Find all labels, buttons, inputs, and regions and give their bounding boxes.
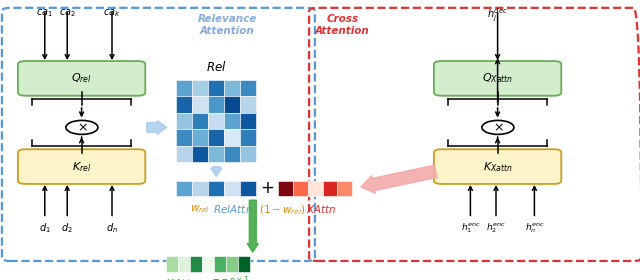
Bar <box>224 181 240 196</box>
FancyArrowPatch shape <box>147 120 167 134</box>
Text: $Q_{rel}$: $Q_{rel}$ <box>71 71 92 85</box>
Bar <box>208 96 224 113</box>
Bar <box>237 256 250 272</box>
Bar <box>240 129 256 146</box>
Text: +: + <box>260 179 274 197</box>
Circle shape <box>482 120 514 134</box>
Bar <box>240 113 256 129</box>
Bar <box>208 181 224 196</box>
FancyArrowPatch shape <box>361 165 437 193</box>
Bar <box>192 113 208 129</box>
Bar <box>208 146 224 162</box>
Text: $d_n$: $d_n$ <box>106 221 118 235</box>
Bar <box>224 146 240 162</box>
Text: $\mathit{XAttn}$: $\mathit{XAttn}$ <box>306 203 336 215</box>
Text: $\mathit{RelAttn}$: $\mathit{RelAttn}$ <box>210 203 253 215</box>
Text: $ca_2$: $ca_2$ <box>59 7 76 19</box>
Text: Cross
Attention: Cross Attention <box>315 14 370 36</box>
Text: $d_2$: $d_2$ <box>61 221 73 235</box>
Text: $h_j^{dec}$: $h_j^{dec}$ <box>487 7 508 24</box>
Bar <box>176 80 192 96</box>
Bar <box>226 256 237 272</box>
Bar <box>190 256 202 272</box>
Text: Relevance
Attention: Relevance Attention <box>198 14 257 36</box>
Bar <box>293 181 308 196</box>
Bar <box>208 80 224 96</box>
Text: $\mathit{Rel}$: $\mathit{Rel}$ <box>205 60 227 74</box>
Text: $h_n^{enc}$: $h_n^{enc}$ <box>525 221 544 235</box>
Bar <box>166 256 179 272</box>
Bar <box>224 80 240 96</box>
Text: $w_{rel}$: $w_{rel}$ <box>189 203 210 215</box>
Bar <box>323 181 337 196</box>
Text: $ca_1$: $ca_1$ <box>36 7 53 19</box>
Text: $\times$: $\times$ <box>77 121 87 134</box>
Text: $(1-w_{rel})$: $(1-w_{rel})$ <box>259 203 306 217</box>
Text: $Q_{Xattn}$: $Q_{Xattn}$ <box>482 71 513 85</box>
Text: $d_1$: $d_1$ <box>39 221 51 235</box>
Bar <box>278 181 293 196</box>
Bar <box>176 181 192 196</box>
Circle shape <box>66 120 98 134</box>
Text: $XAttn_{rel} \in R^{n\times 1}$: $XAttn_{rel} \in R^{n\times 1}$ <box>165 274 251 280</box>
Bar <box>337 181 352 196</box>
Text: $ca_k$: $ca_k$ <box>103 7 121 19</box>
Text: $K_{rel}$: $K_{rel}$ <box>72 160 92 174</box>
Text: $h_1^{enc}$: $h_1^{enc}$ <box>461 221 480 235</box>
Bar <box>176 113 192 129</box>
Text: $\times$: $\times$ <box>493 121 503 134</box>
Bar <box>176 96 192 113</box>
Bar <box>192 129 208 146</box>
Bar <box>192 181 208 196</box>
Bar <box>224 129 240 146</box>
Bar <box>240 96 256 113</box>
Bar <box>240 181 256 196</box>
Bar <box>192 80 208 96</box>
Bar <box>240 80 256 96</box>
Bar <box>308 181 323 196</box>
Bar <box>192 146 208 162</box>
Text: $h_2^{enc}$: $h_2^{enc}$ <box>486 221 506 235</box>
Bar <box>176 146 192 162</box>
Bar <box>224 96 240 113</box>
Bar <box>224 113 240 129</box>
Bar <box>179 256 190 272</box>
FancyArrowPatch shape <box>211 167 222 176</box>
Bar <box>202 256 214 272</box>
FancyBboxPatch shape <box>18 61 145 96</box>
FancyBboxPatch shape <box>18 149 145 184</box>
Bar <box>240 146 256 162</box>
Text: $K_{Xattn}$: $K_{Xattn}$ <box>483 160 513 174</box>
FancyArrowPatch shape <box>247 200 259 252</box>
FancyBboxPatch shape <box>434 149 561 184</box>
Bar <box>192 96 208 113</box>
Bar <box>208 113 224 129</box>
Bar <box>208 129 224 146</box>
Bar <box>176 129 192 146</box>
FancyBboxPatch shape <box>434 61 561 96</box>
Bar <box>214 256 226 272</box>
